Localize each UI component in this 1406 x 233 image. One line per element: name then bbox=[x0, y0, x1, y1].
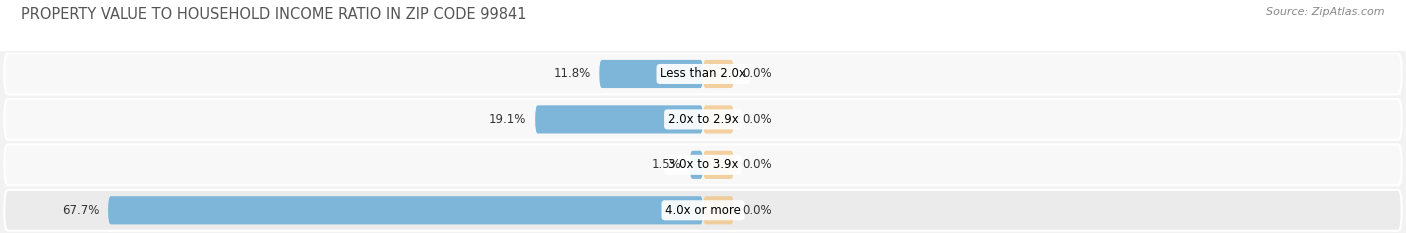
Text: Less than 2.0x: Less than 2.0x bbox=[659, 68, 747, 80]
FancyBboxPatch shape bbox=[4, 190, 1402, 231]
FancyBboxPatch shape bbox=[536, 105, 703, 134]
Text: Source: ZipAtlas.com: Source: ZipAtlas.com bbox=[1267, 7, 1385, 17]
FancyBboxPatch shape bbox=[703, 196, 734, 224]
Text: 19.1%: 19.1% bbox=[489, 113, 526, 126]
Text: 3.0x to 3.9x: 3.0x to 3.9x bbox=[668, 158, 738, 171]
Text: 0.0%: 0.0% bbox=[742, 158, 772, 171]
FancyBboxPatch shape bbox=[4, 144, 1402, 185]
FancyBboxPatch shape bbox=[4, 54, 1402, 94]
FancyBboxPatch shape bbox=[690, 151, 703, 179]
Text: 0.0%: 0.0% bbox=[742, 68, 772, 80]
FancyBboxPatch shape bbox=[703, 60, 734, 88]
Text: 67.7%: 67.7% bbox=[62, 204, 100, 217]
Text: 4.0x or more: 4.0x or more bbox=[665, 204, 741, 217]
FancyBboxPatch shape bbox=[4, 99, 1402, 140]
FancyBboxPatch shape bbox=[703, 105, 734, 134]
Text: 1.5%: 1.5% bbox=[651, 158, 681, 171]
FancyBboxPatch shape bbox=[108, 196, 703, 224]
Text: 11.8%: 11.8% bbox=[554, 68, 591, 80]
Text: PROPERTY VALUE TO HOUSEHOLD INCOME RATIO IN ZIP CODE 99841: PROPERTY VALUE TO HOUSEHOLD INCOME RATIO… bbox=[21, 7, 527, 22]
Text: 0.0%: 0.0% bbox=[742, 113, 772, 126]
Text: 0.0%: 0.0% bbox=[742, 204, 772, 217]
Text: 2.0x to 2.9x: 2.0x to 2.9x bbox=[668, 113, 738, 126]
FancyBboxPatch shape bbox=[703, 151, 734, 179]
FancyBboxPatch shape bbox=[599, 60, 703, 88]
